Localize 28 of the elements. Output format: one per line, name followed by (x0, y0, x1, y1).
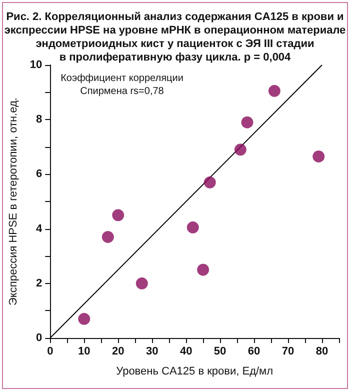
x-tick-label: 30 (146, 346, 158, 358)
point (136, 277, 148, 290)
x-tick-label: 40 (180, 346, 192, 358)
point (197, 264, 210, 276)
point (312, 150, 325, 162)
point (186, 221, 199, 234)
x-tick-label: 50 (214, 346, 226, 358)
y-axis-title: Экспрессия HPSE в гетеротопии, отн.ед. (8, 98, 20, 306)
annotation: Коэффициент корреляции Спирмена rs=0,78 (60, 73, 184, 97)
point (78, 312, 90, 325)
point (268, 84, 280, 97)
x-axis-title: Уровень CA125 в крови, Ед/мл (116, 366, 274, 378)
point (241, 116, 254, 128)
x-tick-label: 60 (248, 346, 260, 358)
x-tick-label: 80 (316, 346, 328, 358)
y-tick-label: 6 (36, 168, 42, 180)
y-tick-label: 4 (36, 222, 44, 235)
x-tick-label: 10 (78, 346, 90, 358)
y-tick-label: 8 (36, 114, 42, 126)
point (112, 209, 124, 222)
point (102, 230, 114, 243)
y-tick-label: 0 (36, 332, 42, 344)
point (234, 144, 246, 156)
point (204, 176, 216, 188)
x-tick-label: 0 (47, 346, 54, 358)
y-tick-label: 2 (36, 277, 42, 290)
x-tick-label: 20 (112, 346, 124, 358)
x-tick-label: 70 (282, 346, 294, 358)
